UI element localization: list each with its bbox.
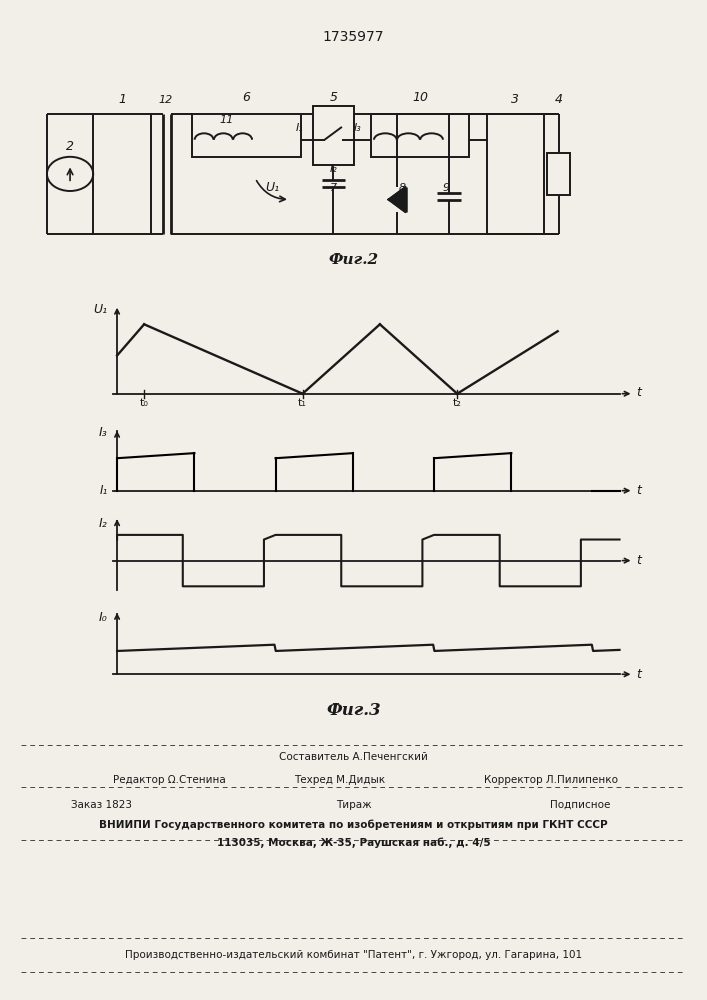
Text: Заказ 1823: Заказ 1823 — [71, 800, 132, 810]
Text: I₃: I₃ — [99, 426, 107, 439]
Text: U₁: U₁ — [94, 303, 107, 316]
Text: 2: 2 — [66, 140, 74, 153]
Text: I₀: I₀ — [99, 611, 107, 624]
Text: 11: 11 — [219, 115, 233, 125]
Text: 1: 1 — [118, 93, 126, 106]
Bar — [547, 153, 571, 195]
Text: I₂: I₂ — [99, 517, 107, 530]
Text: I₁: I₁ — [296, 123, 303, 133]
Text: t₂: t₂ — [452, 398, 462, 408]
Text: Производственно-издательский комбинат "Патент", г. Ужгород, ул. Гагарина, 101: Производственно-издательский комбинат "П… — [125, 950, 582, 960]
Text: I₂: I₂ — [329, 164, 337, 174]
Text: 10: 10 — [412, 91, 428, 104]
Text: t: t — [636, 668, 641, 681]
Text: 8: 8 — [399, 183, 407, 193]
Text: Фиг.2: Фиг.2 — [329, 253, 378, 267]
Bar — [486, 114, 544, 234]
Bar — [371, 114, 469, 157]
Text: Техред М.Дидык: Техред М.Дидык — [294, 775, 385, 785]
Text: ВНИИПИ Государственного комитета по изобретениям и открытиям при ГКНТ СССР: ВНИИПИ Государственного комитета по изоб… — [99, 820, 608, 830]
Text: t: t — [636, 554, 641, 567]
Text: 1735977: 1735977 — [323, 30, 384, 44]
Text: 9: 9 — [443, 183, 450, 193]
Text: 7: 7 — [329, 183, 337, 193]
Text: I₃: I₃ — [354, 123, 361, 133]
Text: U₁: U₁ — [265, 181, 279, 194]
Text: Подписное: Подписное — [549, 800, 610, 810]
Text: Составитель А.Печенгский: Составитель А.Печенгский — [279, 752, 428, 762]
Text: Корректор Л.Пилипенко: Корректор Л.Пилипенко — [484, 775, 619, 785]
Text: t: t — [636, 386, 641, 399]
Text: 3: 3 — [511, 93, 520, 106]
Text: Тираж: Тираж — [336, 800, 371, 810]
Text: t₀: t₀ — [140, 398, 148, 408]
Text: 4: 4 — [555, 93, 563, 106]
Text: 113035, Москва, Ж-35, Раушская наб., д. 4/5: 113035, Москва, Ж-35, Раушская наб., д. … — [216, 838, 491, 848]
Bar — [192, 114, 301, 157]
Text: t₁: t₁ — [298, 398, 307, 408]
Bar — [313, 106, 354, 165]
Bar — [93, 114, 151, 234]
Text: I₁: I₁ — [100, 484, 107, 497]
Polygon shape — [388, 187, 406, 212]
Text: Фиг.3: Фиг.3 — [326, 702, 381, 719]
Text: 12: 12 — [158, 95, 173, 105]
Text: 5: 5 — [329, 91, 337, 104]
Text: t: t — [636, 484, 641, 497]
Text: Редактор Ω.Стенина: Редактор Ω.Стенина — [113, 775, 226, 785]
Text: 6: 6 — [243, 91, 250, 104]
